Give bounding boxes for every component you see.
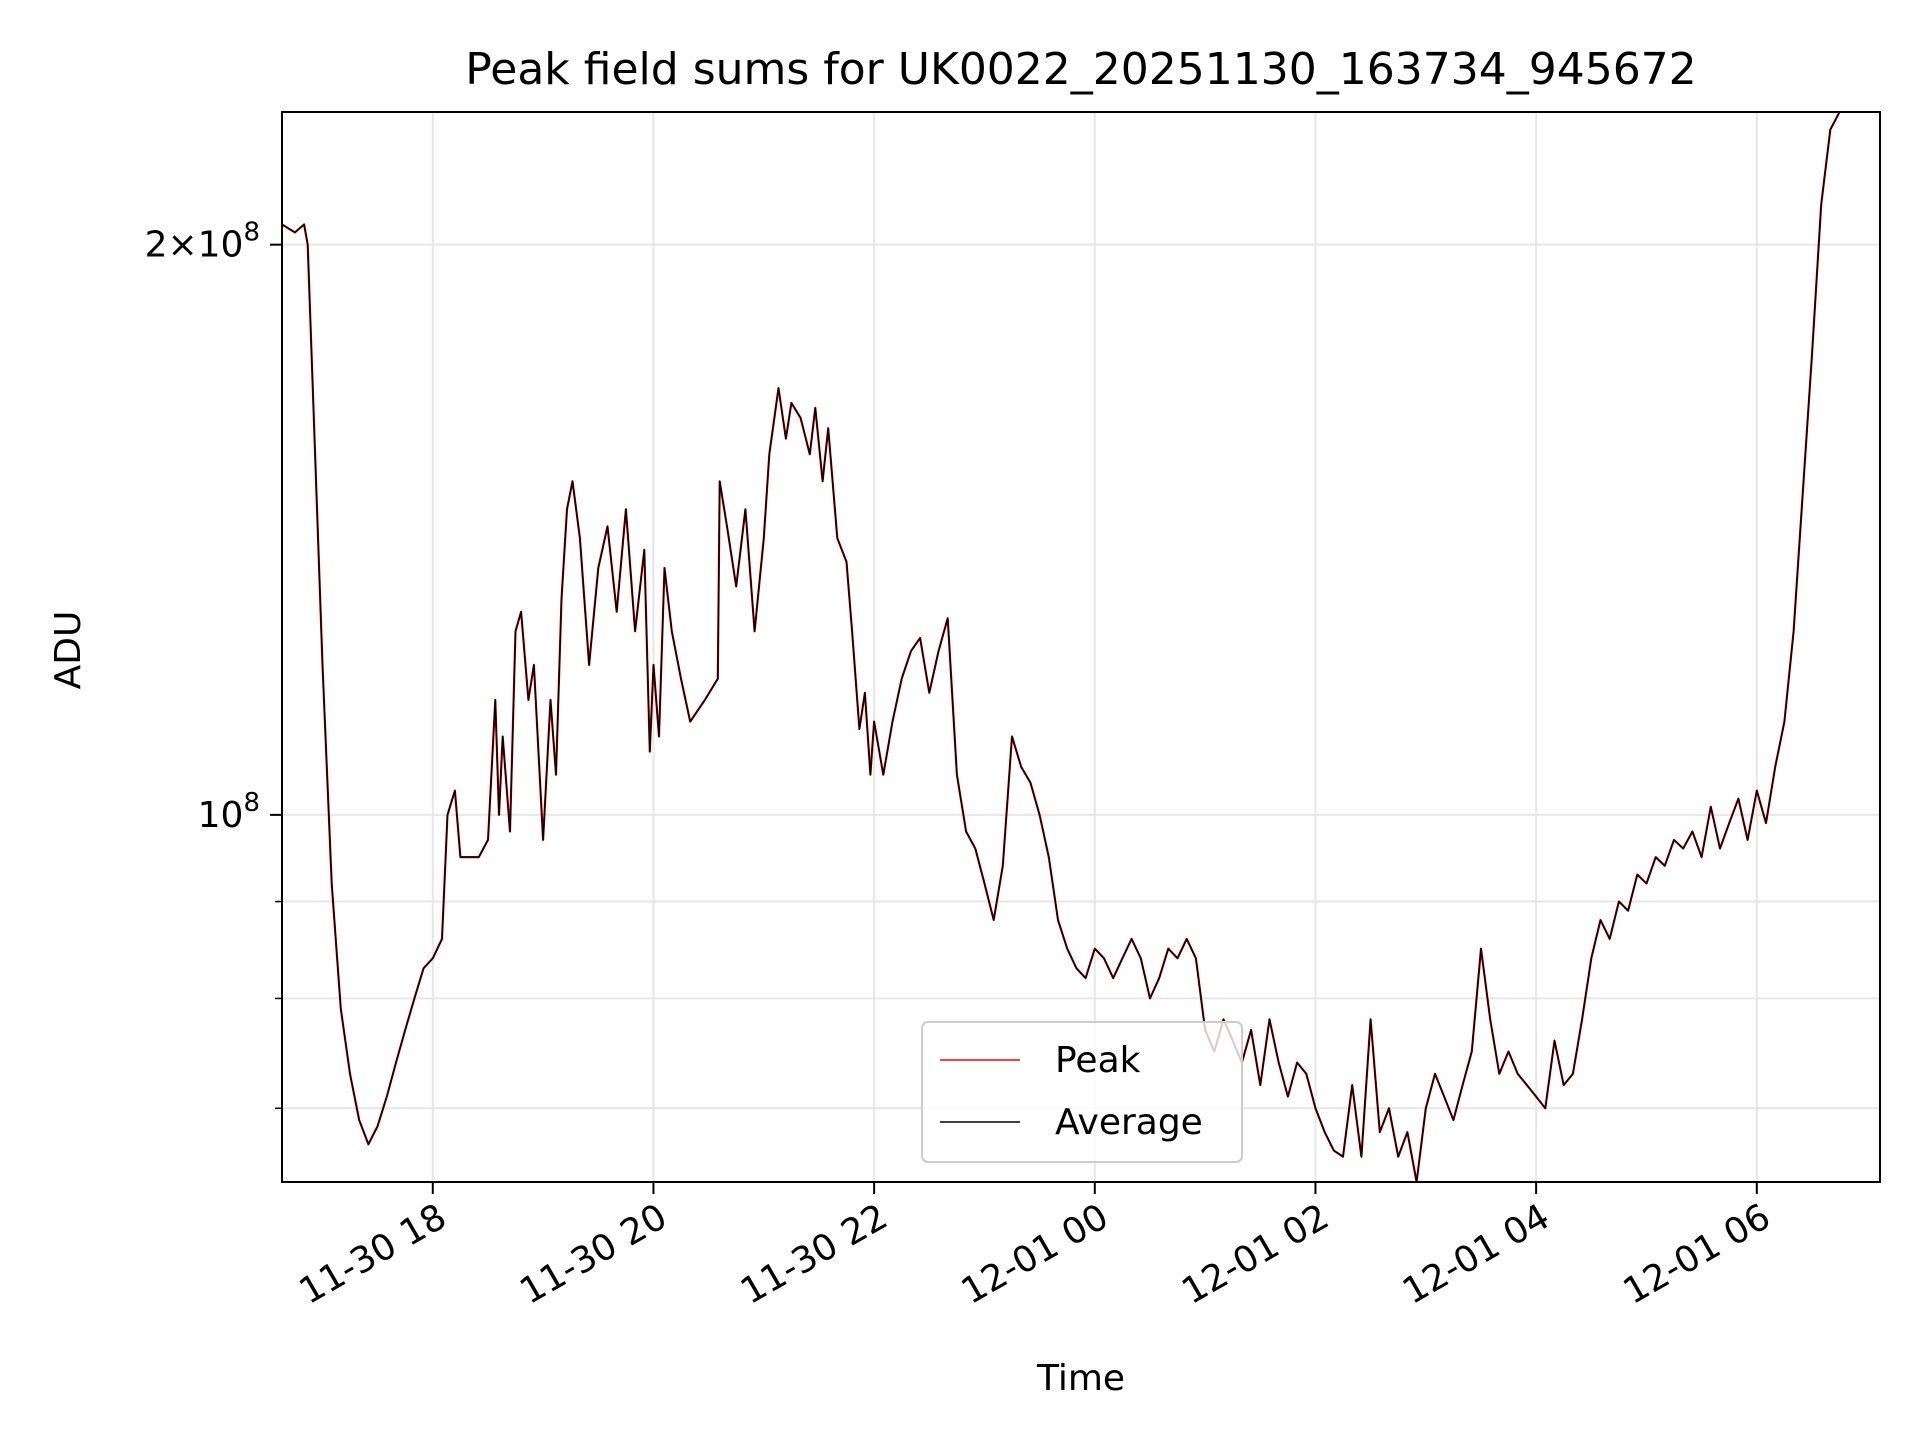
x-axis-label: Time — [1036, 1358, 1125, 1399]
legend-label-peak: Peak — [1055, 1040, 1141, 1081]
plot-frame — [281, 111, 1881, 1183]
series-line-average — [281, 111, 1841, 1183]
series-layer — [281, 111, 1841, 1184]
legend: Peak Average — [921, 1021, 1243, 1163]
y-axis: 108 2×108 — [145, 218, 282, 1110]
chart-title: Peak field sums for UK0022_20251130_1637… — [465, 44, 1696, 95]
y-tick-label: 108 — [198, 788, 260, 836]
y-axis-label: ADU — [48, 611, 89, 690]
legend-frame — [921, 1021, 1243, 1163]
legend-label-average: Average — [1055, 1102, 1203, 1143]
grid-lines — [282, 112, 1880, 1182]
y-tick-label: 2×108 — [145, 218, 260, 266]
